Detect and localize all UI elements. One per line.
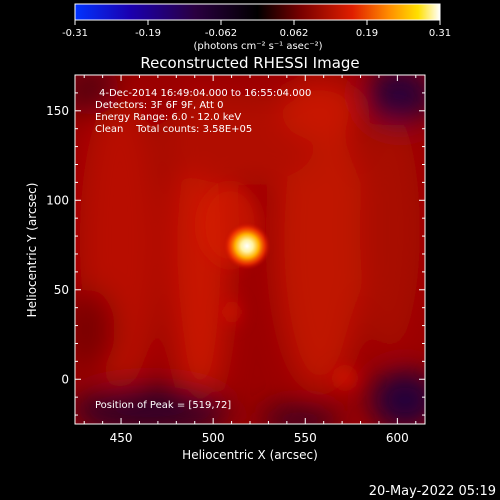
y-tick-label: 50 xyxy=(54,283,69,297)
x-axis-ticks: 450 500 550 600 xyxy=(83,75,417,445)
info-line-time-range: 4-Dec-2014 16:49:04.000 to 16:55:04.000 xyxy=(99,88,311,99)
x-tick-label: 600 xyxy=(386,431,409,445)
peak-position-label: Position of Peak = [519,72] xyxy=(95,400,231,411)
y-tick-label: 0 xyxy=(61,372,69,386)
colorbar-tick-label: 0.31 xyxy=(429,28,451,39)
heatmap-image xyxy=(75,75,425,424)
y-axis-ticks: 0 50 100 150 xyxy=(46,74,425,416)
info-line-counts: Clean Total counts: 3.58E+05 xyxy=(95,124,252,135)
colorbar-tick-label: -0.31 xyxy=(62,28,88,39)
colorbar-tick-label: 0.19 xyxy=(356,28,378,39)
colorbar-tick-label: 0.062 xyxy=(280,28,309,39)
colorbar-label: (photons cm⁻² s⁻¹ asec⁻²) xyxy=(193,41,322,52)
colorbar-ticks: -0.31 -0.19 -0.062 0.062 0.19 0.31 xyxy=(62,20,451,39)
x-tick-label: 450 xyxy=(110,431,133,445)
x-axis-label: Heliocentric X (arcsec) xyxy=(182,448,318,462)
x-tick-label: 550 xyxy=(294,431,317,445)
y-tick-label: 150 xyxy=(46,104,69,118)
colorbar-tick-label: -0.19 xyxy=(135,28,161,39)
y-axis-label: Heliocentric Y (arcsec) xyxy=(25,183,39,318)
x-tick-label: 500 xyxy=(202,431,225,445)
chart-title: Reconstructed RHESSI Image xyxy=(140,54,359,72)
info-line-energy: Energy Range: 6.0 - 12.0 keV xyxy=(95,112,241,123)
colorbar-tick-label: -0.062 xyxy=(205,28,237,39)
y-tick-label: 100 xyxy=(46,193,69,207)
colorbar xyxy=(74,3,441,21)
footer-timestamp: 20-May-2022 05:19 xyxy=(369,484,496,499)
info-line-detectors: Detectors: 3F 6F 9F, Att 0 xyxy=(95,100,223,111)
